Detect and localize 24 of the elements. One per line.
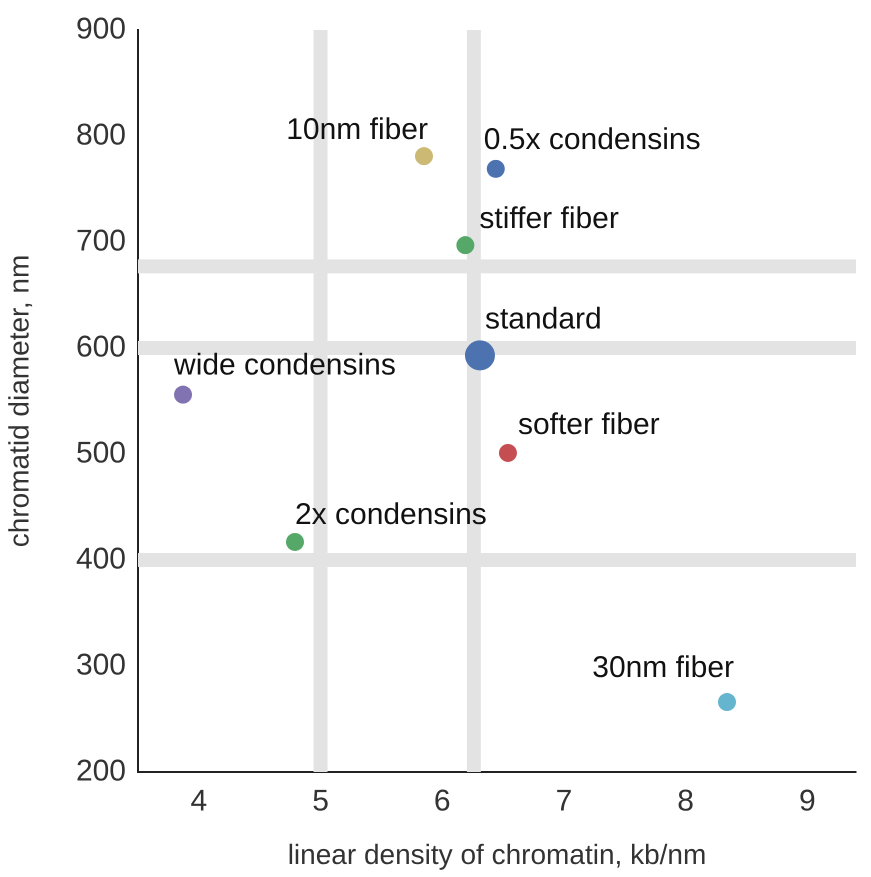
y-tick-label: 500 xyxy=(76,436,126,470)
y-tick-label: 900 xyxy=(76,12,126,46)
x-tick-label: 6 xyxy=(434,784,451,818)
y-axis-title: chromatid diameter, nm xyxy=(4,254,35,548)
x-tick-label: 7 xyxy=(556,784,572,818)
x-tick-label: 5 xyxy=(312,784,329,818)
x-tick-label: 8 xyxy=(677,784,694,818)
y-tick-label: 400 xyxy=(76,542,126,576)
y-tick-label: 300 xyxy=(76,648,126,682)
y-tick-label: 200 xyxy=(76,754,126,788)
x-tick-label: 9 xyxy=(798,784,816,818)
y-tick-label: 600 xyxy=(76,330,126,364)
x-tick-label: 4 xyxy=(190,784,208,818)
series-label: 0.5x condensins xyxy=(484,122,701,156)
series-label: stiffer fiber xyxy=(479,202,619,236)
series-label: 30nm fiber xyxy=(592,651,734,684)
series-label: standard xyxy=(484,302,602,336)
series-label: softer fiber xyxy=(518,408,660,441)
y-tick-label: 700 xyxy=(76,224,126,258)
series-label: 2x condensins xyxy=(294,498,487,531)
y-tick-label: 800 xyxy=(76,118,126,152)
series-label: wide condensins xyxy=(173,348,396,382)
series-label: 10nm fiber xyxy=(286,113,428,146)
x-axis-title: linear density of chromatin, kb/nm xyxy=(288,838,706,870)
